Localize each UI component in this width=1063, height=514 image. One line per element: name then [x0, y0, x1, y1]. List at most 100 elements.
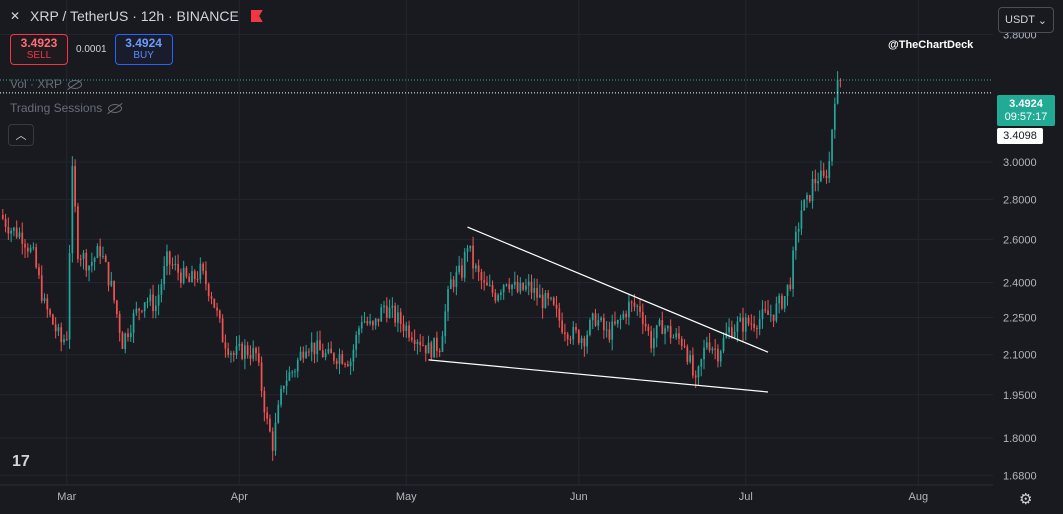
- candle-body: [63, 339, 65, 343]
- candle-body: [461, 265, 463, 278]
- candle-body: [761, 309, 764, 320]
- candle-body: [335, 360, 338, 364]
- candle-body: [54, 324, 57, 332]
- buy-price: 3.4924: [125, 36, 162, 50]
- eye-off-icon[interactable]: [68, 79, 83, 89]
- symbol-header[interactable]: ✕ XRP / TetherUS · 12h · BINANCE: [10, 8, 263, 24]
- sessions-indicator-row[interactable]: Trading Sessions: [10, 101, 123, 115]
- candle-body: [808, 195, 811, 202]
- last-price-value: 3.4924: [1009, 98, 1043, 110]
- x-tick-label: Jul: [739, 491, 753, 503]
- candle-body: [182, 267, 185, 283]
- sell-price: 3.4923: [20, 36, 58, 50]
- buy-button[interactable]: 3.4924 BUY: [114, 34, 173, 65]
- candle-body: [285, 380, 288, 386]
- candle-body: [466, 248, 469, 252]
- candle-body: [193, 271, 196, 280]
- candle-body: [577, 330, 580, 343]
- settings-gear-icon[interactable]: ⚙: [1019, 491, 1033, 508]
- candle-body: [825, 175, 828, 178]
- candle-body: [447, 289, 449, 312]
- candle-body: [397, 312, 399, 323]
- candle-body: [413, 339, 416, 345]
- candle-body: [188, 276, 191, 283]
- candle-body: [566, 334, 569, 340]
- candle-body: [15, 227, 18, 238]
- candle-body: [18, 232, 21, 238]
- tradingview-logo-icon[interactable]: 17: [12, 453, 30, 470]
- candle-body: [146, 301, 149, 303]
- candle-body: [739, 317, 742, 322]
- candle-body: [828, 161, 831, 178]
- candle-body: [644, 323, 647, 327]
- candle-body: [60, 327, 63, 343]
- candle-body: [661, 320, 664, 334]
- candle-body: [416, 341, 419, 345]
- candle-body: [24, 243, 26, 248]
- candle-body: [769, 314, 772, 316]
- candle-body: [500, 292, 502, 295]
- candle-body: [550, 297, 552, 299]
- candle-body: [641, 311, 644, 324]
- candle-body: [1, 215, 4, 219]
- candle-body: [786, 284, 789, 297]
- candle-body: [266, 412, 269, 419]
- candle-body: [154, 305, 157, 312]
- currency-selector[interactable]: USDT ⌄: [998, 7, 1054, 33]
- candle-body: [811, 179, 814, 202]
- candle-body: [708, 342, 711, 351]
- eye-off-icon[interactable]: [108, 103, 123, 113]
- candle-body: [321, 350, 324, 358]
- volume-indicator-row[interactable]: Vol · XRP: [10, 77, 83, 91]
- candle-body: [32, 247, 35, 249]
- candle-body: [647, 326, 650, 331]
- candle-body: [227, 348, 230, 355]
- candle-body: [767, 310, 769, 315]
- candle-body: [628, 301, 630, 318]
- candle-body: [527, 281, 530, 286]
- candle-body: [249, 355, 252, 359]
- candle-body: [157, 294, 160, 306]
- flag-icon[interactable]: [250, 10, 263, 22]
- candle-body: [675, 333, 678, 338]
- candle-body: [806, 195, 808, 200]
- candle-body: [427, 342, 430, 354]
- candle-body: [538, 294, 541, 298]
- candle-body: [132, 312, 135, 333]
- sell-button[interactable]: 3.4923 SELL: [10, 34, 68, 65]
- candle-body: [10, 230, 12, 234]
- candle-body: [689, 355, 691, 362]
- candle-body: [586, 334, 589, 347]
- candle-body: [519, 282, 522, 292]
- candle-body: [672, 337, 675, 339]
- candle-body: [121, 332, 124, 349]
- trendline-lower: [428, 359, 769, 393]
- candle-body: [552, 297, 555, 305]
- candle-body: [438, 351, 441, 353]
- candle-body: [13, 227, 15, 231]
- candle-body: [653, 338, 655, 349]
- candle-body: [789, 284, 792, 289]
- candle-body: [302, 351, 305, 358]
- candle-body: [129, 332, 132, 338]
- candle-body: [93, 257, 96, 262]
- candle-body: [530, 281, 533, 293]
- candle-body: [463, 251, 466, 278]
- candle-body: [305, 351, 307, 358]
- candle-body: [408, 325, 410, 338]
- candle-body: [88, 266, 90, 271]
- candle-body: [138, 308, 140, 311]
- symbol-title[interactable]: XRP / TetherUS · 12h · BINANCE: [30, 8, 239, 24]
- candle-body: [299, 351, 302, 360]
- candle-body: [171, 264, 174, 266]
- candle-body: [296, 359, 299, 372]
- x-tick-label: Jun: [570, 491, 588, 503]
- candle-body: [177, 264, 179, 273]
- candle-body: [764, 309, 767, 311]
- candle-body: [149, 294, 152, 302]
- chevron-down-icon: ⌄: [1037, 14, 1047, 27]
- collapse-indicators-button[interactable]: ︿: [8, 124, 34, 146]
- candle-body: [107, 261, 110, 286]
- candle-body: [152, 294, 154, 312]
